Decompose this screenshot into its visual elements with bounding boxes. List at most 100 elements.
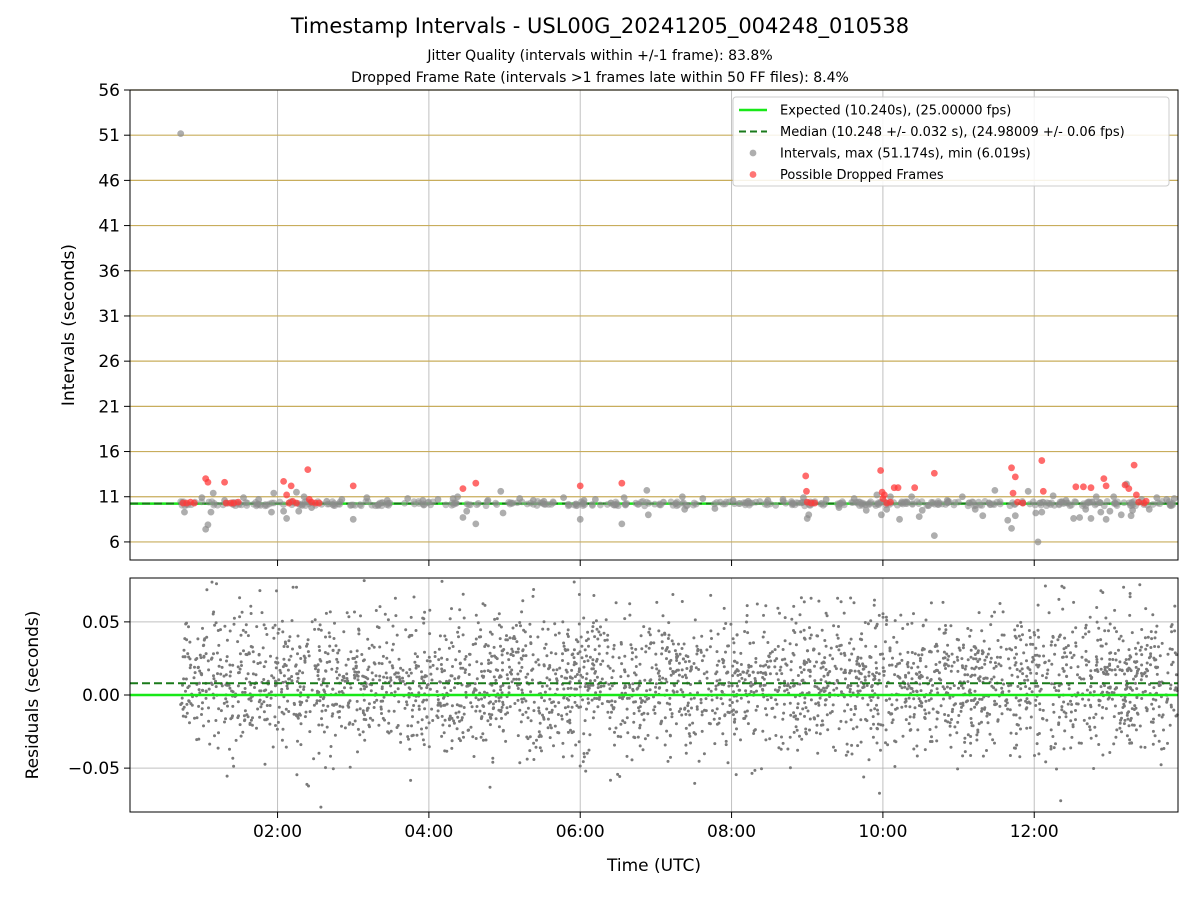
residual-point [451,645,455,648]
residual-point [353,610,356,614]
residual-point [583,648,587,652]
residual-point [510,680,514,684]
residual-point [1074,641,1078,645]
residual-point [343,686,346,690]
residual-point [819,678,823,682]
residual-point [378,605,382,609]
residual-point [403,682,407,686]
residual-point [1105,670,1109,674]
residual-point [702,672,706,676]
residual-point [199,656,203,660]
residual-point [686,701,690,705]
residual-point [826,728,830,732]
residual-point [1143,745,1147,749]
residual-point [334,644,338,648]
residual-point [549,726,553,730]
residual-point [488,651,492,655]
residual-point [403,706,407,710]
residual-point [1057,721,1061,725]
residual-point [249,604,253,608]
residual-point [628,685,632,689]
residual-point [968,634,972,638]
residual-point [1118,726,1122,730]
residual-point [637,709,641,713]
residual-point [1149,646,1153,649]
residual-point [181,655,185,659]
residual-point [321,680,325,683]
residual-point [987,647,991,651]
residual-point [226,704,229,708]
residual-point [1063,729,1067,733]
residual-point [969,707,973,711]
residual-point [640,699,644,703]
residual-point [632,700,636,704]
interval-point [208,498,216,506]
residual-point [1084,623,1088,627]
residual-point [214,685,218,689]
residual-point [668,733,672,737]
residual-point [273,715,277,719]
residual-point [1087,630,1091,634]
residual-point [980,629,984,633]
interval-point [681,505,689,513]
residual-point [846,750,850,754]
residual-point [957,686,960,690]
residual-point [295,672,299,676]
residual-point [1136,641,1140,645]
residual-point [946,643,950,647]
residual-point [422,617,426,621]
residual-point [929,689,933,693]
residual-point [985,749,988,752]
residual-point [308,710,312,714]
residual-point [394,671,398,675]
residual-point [648,627,652,631]
residual-point [393,690,397,694]
residual-point [417,684,421,688]
interval-point [722,498,730,506]
residual-point [755,689,758,693]
residual-point [661,676,665,680]
residual-point [852,647,856,651]
residual-point [389,678,393,682]
residual-point [519,624,522,628]
residual-point [182,648,186,652]
residual-point [461,731,465,735]
residual-point [907,696,911,700]
residual-point [1169,705,1173,709]
interval-point [611,501,619,508]
residual-point [844,753,848,757]
residual-point [228,674,232,678]
residual-point [548,723,552,727]
residual-point [384,671,388,675]
residual-point [316,674,320,678]
residual-point [831,657,835,661]
residual-point [879,723,883,727]
residual-point [355,699,359,703]
residual-point [775,657,779,661]
residual-point [731,674,735,678]
residual-point [463,657,467,661]
residual-point [858,671,862,675]
residual-point [473,688,476,692]
residual-point [677,710,681,713]
residual-point [555,687,559,691]
residual-point [696,691,699,695]
residual-point [396,687,400,691]
residual-point [1033,653,1037,657]
residual-point [948,721,952,725]
residual-point [379,699,383,703]
residual-point [440,670,444,674]
residual-point [288,677,292,681]
residual-point [802,628,806,632]
residual-point [835,633,839,637]
residual-point [953,725,957,729]
residual-point [976,730,980,734]
residual-point [756,704,759,708]
residual-point [366,677,370,681]
residual-point [966,680,970,684]
residual-point [637,684,641,688]
residual-point [904,675,908,679]
residual-point [197,704,201,708]
residual-point [406,724,410,728]
residual-point [1135,660,1139,664]
